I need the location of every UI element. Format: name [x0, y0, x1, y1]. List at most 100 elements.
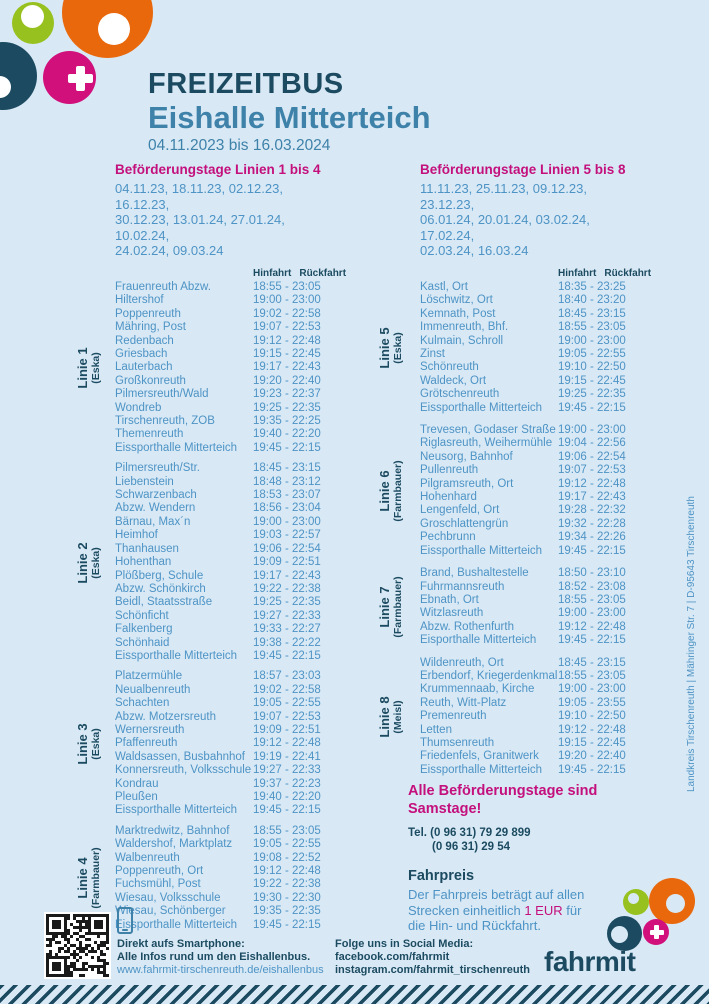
- stop-name: Liebenstein: [115, 475, 174, 488]
- table-row: Pilmersreuth/Str. 18:45 - 23:15: [115, 462, 332, 475]
- stop-name: Eissporthalle Mitterteich: [115, 649, 238, 662]
- plus-icon: [654, 925, 659, 939]
- line-group: Linie 1 (Eska) Frauenreuth Abzw. 18:55 - …: [62, 281, 332, 455]
- hinfahrt-label: Hinfahrt: [558, 267, 597, 279]
- table-row: Walbenreuth 19:08 - 22:52: [115, 852, 332, 865]
- stop-times: 18:35 - 23:25: [558, 280, 626, 293]
- stop-times: 19:20 - 22:40: [253, 374, 321, 387]
- stop-times: 19:10 - 22:50: [558, 710, 626, 723]
- stop-name: Eissporthalle Mitterteich: [420, 544, 543, 557]
- stop-times: 19:40 - 22:20: [253, 791, 321, 803]
- table-row: Wondreb 19:25 - 22:35: [115, 402, 332, 415]
- line-operator: (Eska): [89, 547, 102, 579]
- stop-times: 19:02 - 22:58: [253, 683, 321, 696]
- table-row: Witzlasreuth 19:00 - 23:00: [420, 607, 642, 620]
- stop-name: Wildenreuth, Ort: [420, 656, 504, 669]
- stop-name: Plößberg, Schule: [115, 569, 204, 582]
- line-name: Linie 6: [377, 470, 392, 512]
- stop-times: 19:00 - 23:00: [253, 515, 321, 528]
- decor-circle-orange-hole: [98, 13, 130, 45]
- line-label: Linie 8 (Meisl): [362, 657, 420, 778]
- stop-times: 19:12 - 22:48: [558, 620, 626, 633]
- table-row: Premenreuth 19:10 - 22:50: [420, 710, 642, 723]
- stop-times: 19:34 - 22:26: [558, 531, 626, 544]
- line-name: Linie 2: [74, 542, 90, 584]
- stop-name: Heimhof: [115, 529, 158, 542]
- page-subtitle: Eishalle Mitterteich: [148, 100, 431, 135]
- stop-times: 19:27 - 22:33: [253, 764, 321, 777]
- stop-times: 19:12 - 22:48: [253, 737, 321, 750]
- table-row: Plößberg, Schule 19:17 - 22:43: [115, 570, 332, 583]
- stop-name: Wondreb: [115, 401, 162, 414]
- stop-name: Eissporthalle Mitterteich: [115, 804, 238, 817]
- stop-name: Themenreuth: [115, 428, 184, 441]
- table-row: Pleußen 19:40 - 22:20: [115, 791, 332, 804]
- line-operator: (Eska): [89, 352, 102, 384]
- stop-times: 19:09 - 22:51: [253, 556, 321, 569]
- schedule-column-lines-1-4: Beförderungstage Linien 1 bis 4 04.11.23…: [62, 162, 347, 939]
- stop-times: 19:05 - 22:55: [558, 348, 626, 360]
- samstage-notice: Alle Beförderungstage sind Samstage!: [408, 783, 598, 817]
- table-row: Letten 19:12 - 22:48: [420, 724, 642, 737]
- table-row: Eissporthalle Mitterteich 19:45 - 22:15: [420, 764, 642, 777]
- qr-code: [44, 912, 111, 979]
- table-row: Eissporthalle Mitterteich 19:45 - 22:15: [115, 442, 332, 455]
- stop-name: Krummennaab, Kirche: [420, 683, 535, 696]
- line-tables: Linie 1 (Eska) Frauenreuth Abzw. 18:55 - …: [62, 281, 332, 932]
- phone-line-1: Tel. (0 96 31) 79 29 899: [408, 827, 531, 839]
- line-operator: (Farmbauer): [89, 847, 102, 910]
- stop-times: 19:45 - 22:15: [253, 649, 321, 662]
- stop-name: Schönreuth: [420, 361, 479, 374]
- stop-times: 19:15 - 22:45: [558, 736, 626, 749]
- stop-times: 19:05 - 22:55: [253, 697, 321, 710]
- table-row: Eissporthalle Mitterteich 19:45 - 22:15: [115, 919, 332, 932]
- table-row: Lauterbach 19:17 - 22:43: [115, 361, 332, 374]
- stop-name: Grötschenreuth: [420, 388, 500, 401]
- table-row: Liebenstein 18:48 - 23:12: [115, 476, 332, 489]
- stop-name: Pleußen: [115, 791, 158, 803]
- table-row: Kastl, Ort 18:35 - 23:25: [420, 281, 642, 294]
- stop-times: 19:06 - 22:54: [253, 542, 321, 555]
- table-row: Grötschenreuth 19:25 - 22:35: [420, 388, 642, 401]
- stop-name: Waldershof, Marktplatz: [115, 838, 233, 851]
- table-row: Wiesau, Schönberger 19:35 - 22:35: [115, 905, 332, 918]
- stop-name: Thumsenreuth: [420, 736, 495, 749]
- logo-circle-teal-hole: [611, 926, 628, 943]
- stop-times: 18:40 - 23:20: [558, 294, 626, 307]
- stop-name: Erbendorf, Kriegerdenkmal: [420, 669, 558, 682]
- table-row: Redenbach 19:12 - 22:48: [115, 335, 332, 348]
- fahrpreis-text: Der Fahrpreis beträgt auf allen Strecken…: [408, 887, 585, 934]
- table-row: Poppenreuth 19:02 - 22:58: [115, 308, 332, 321]
- table-row: Neualbenreuth 19:02 - 22:58: [115, 684, 332, 697]
- facebook-link: facebook.com/fahrmit: [335, 951, 450, 964]
- stop-name: Wernersreuth: [115, 723, 185, 736]
- line-label: Linie 5 (Eska): [362, 281, 420, 415]
- stop-times: 18:45 - 23:15: [253, 462, 321, 475]
- stop-name: Abzw. Wendern: [115, 502, 196, 515]
- table-row: Schönhaid 19:38 - 22:22: [115, 637, 332, 650]
- stop-times: 19:32 - 22:28: [558, 517, 626, 530]
- stop-times: 19:27 - 22:33: [253, 609, 321, 622]
- stop-name: Lauterbach: [115, 361, 173, 374]
- stop-name: Poppenreuth, Ort: [115, 865, 204, 878]
- table-row: Fuchsmühl, Post 19:22 - 22:38: [115, 878, 332, 891]
- table-row: Wernersreuth 19:09 - 22:51: [115, 724, 332, 737]
- plus-icon: [76, 66, 85, 91]
- stop-times: 18:50 - 23:10: [558, 567, 626, 580]
- stop-times: 18:55 - 23:05: [558, 593, 626, 606]
- table-row: Platzermühle 18:57 - 23:03: [115, 670, 332, 683]
- table-row: Eissporthalle Mitterteich 19:45 - 22:15: [115, 650, 332, 663]
- table-row: Immenreuth, Bhf. 18:55 - 23:05: [420, 321, 642, 334]
- table-row: Ebnath, Ort 18:55 - 23:05: [420, 594, 642, 607]
- fahrpreis-title: Fahrpreis: [408, 868, 475, 884]
- service-dates: 04.11.23, 18.11.23, 02.12.23, 16.12.23, …: [115, 181, 285, 259]
- stop-times: 19:12 - 22:48: [558, 477, 626, 490]
- stop-times: 19:45 - 22:15: [253, 918, 321, 931]
- stop-times: 19:00 - 23:00: [558, 607, 626, 620]
- line-group: Linie 8 (Meisl) Wildenreuth, Ort 18:45 - …: [362, 657, 642, 778]
- line-name: Linie 4: [74, 857, 90, 900]
- table-row: Tirschenreuth, ZOB 19:35 - 22:25: [115, 415, 332, 428]
- stop-name: Abzw. Motzersreuth: [115, 710, 216, 723]
- table-row: Eisporthalle Mitterteich 19:45 - 22:15: [420, 634, 642, 647]
- table-row: Falkenberg 19:33 - 22:27: [115, 623, 332, 636]
